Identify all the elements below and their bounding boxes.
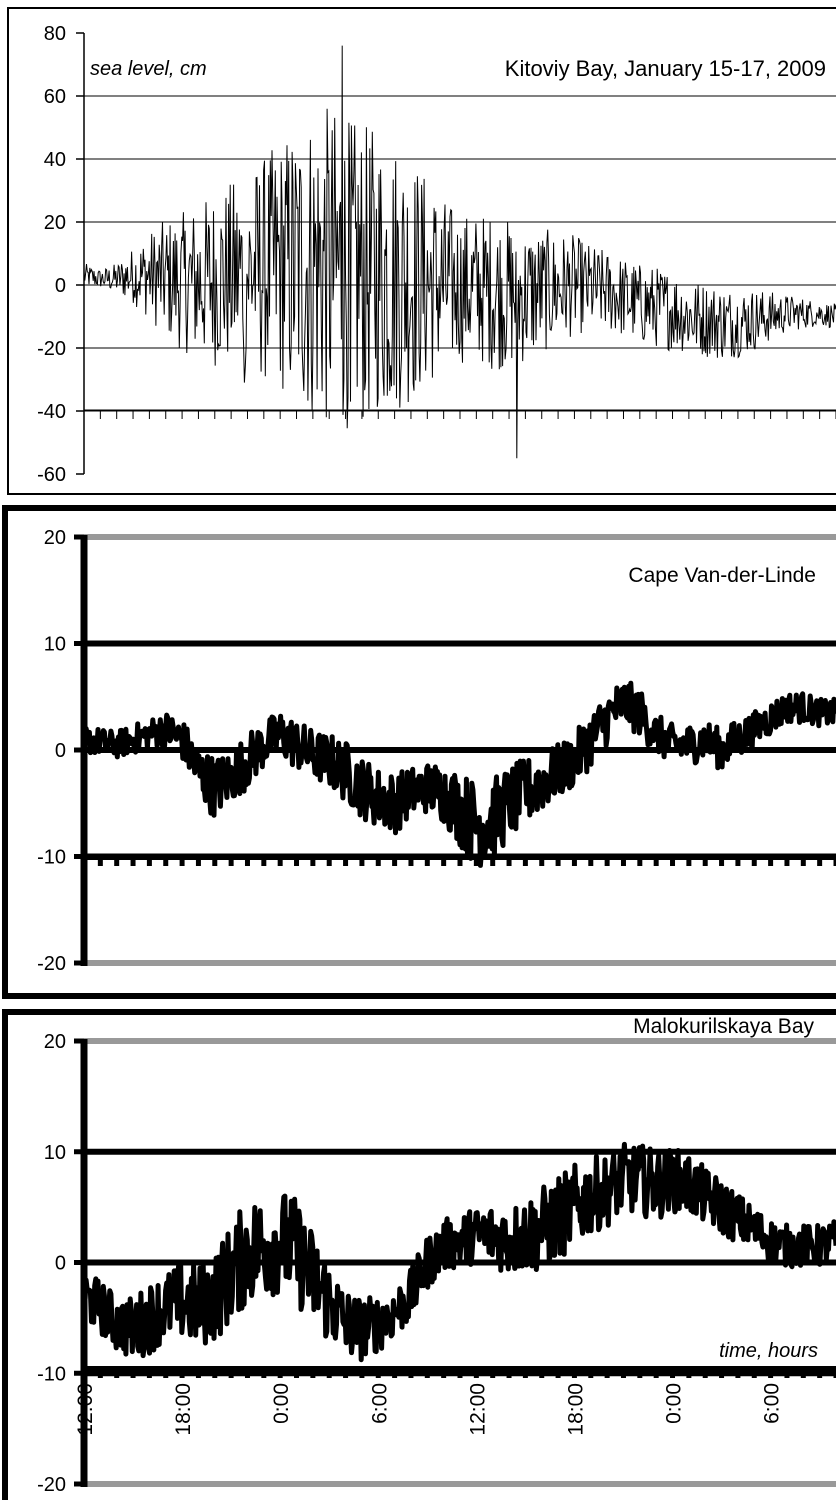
panel-malokurilskaya-border xyxy=(2,1009,836,1500)
y-tick-label: 0 xyxy=(55,275,66,297)
x-tick-label: 6:00 xyxy=(761,1383,784,1424)
panel-malokurilskaya-title: Malokurilskaya Bay xyxy=(633,1015,814,1038)
panel-cape-border xyxy=(2,505,836,999)
y-tick-label: 60 xyxy=(44,86,66,108)
panel-cape-x-ticks xyxy=(81,854,836,866)
y-tick-label: 10 xyxy=(44,1142,66,1164)
y-tick-label: 20 xyxy=(44,527,66,549)
y-tick-label: -60 xyxy=(37,464,66,486)
y-tick-label: 20 xyxy=(44,212,66,234)
y-tick-label: 0 xyxy=(55,740,66,762)
panel-kitoviy-series-line xyxy=(83,45,836,459)
panel-kitoviy-y-ticks: 80 60 40 20 0 -20 -40 -60 xyxy=(37,23,84,486)
x-tick-label: 12:00 xyxy=(466,1383,489,1436)
panel-kitoviy-title: Kitoviy Bay, January 15-17, 2009 xyxy=(505,56,826,81)
panel-malokurilskaya-series-line xyxy=(81,1141,836,1363)
panel-kitoviy: 80 60 40 20 0 -20 -40 -60 sea level, cm Kitoviy… xyxy=(7,7,836,495)
x-tick-label: 6:00 xyxy=(368,1383,391,1424)
panel-kitoviy-border xyxy=(7,7,836,495)
panel-kitoviy-gridlines xyxy=(84,95,836,412)
x-tick-label: 0:00 xyxy=(663,1383,686,1424)
panel-kitoviy-x-ticks xyxy=(83,409,836,419)
y-tick-label: -10 xyxy=(37,1363,66,1385)
x-tick-label: 0:00 xyxy=(270,1383,293,1424)
panel-malokurilskaya-x-ticks xyxy=(81,1366,836,1378)
panel-cape-y-ticks: 20 10 0 -10 -20 xyxy=(37,527,84,975)
panel-cape: 20 10 0 -10 -20 Cape Van-der-Linde xyxy=(2,505,836,999)
y-tick-label: 40 xyxy=(44,149,66,171)
y-tick-label: 0 xyxy=(55,1253,66,1275)
y-tick-label: -20 xyxy=(37,1474,66,1496)
x-tick-label: 18:00 xyxy=(564,1383,587,1436)
x-tick-label: 18:00 xyxy=(172,1383,195,1436)
y-tick-label: -40 xyxy=(37,401,66,423)
y-tick-label: -10 xyxy=(37,847,66,869)
y-tick-label: -20 xyxy=(37,953,66,975)
panel-cape-title: Cape Van-der-Linde xyxy=(628,564,816,587)
panel-kitoviy-ylabel: sea level, cm xyxy=(90,58,207,80)
panel-cape-series-line xyxy=(81,680,836,868)
y-tick-label: 20 xyxy=(44,1031,66,1053)
y-tick-label: 80 xyxy=(44,23,66,45)
y-tick-label: 10 xyxy=(44,634,66,656)
panel-malokurilskaya-xlabel: time, hours xyxy=(719,1340,818,1362)
y-tick-label: -20 xyxy=(37,338,66,360)
